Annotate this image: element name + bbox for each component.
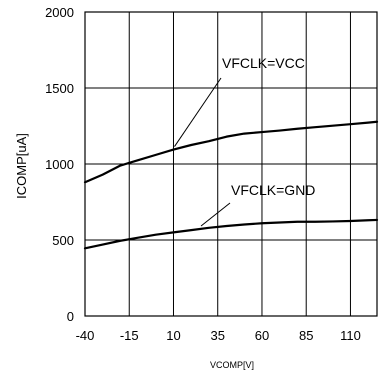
y-tick-label: 0 (67, 309, 74, 324)
x-tick-labels: -40 -15 10 35 60 85 110 (76, 328, 361, 343)
plot-series (83, 120, 379, 250)
x-tick-label: 10 (166, 328, 180, 343)
annotations: VFCLK=VCC VFCLK=GND (174, 55, 315, 227)
plot-frame (84, 11, 378, 317)
x-tick-label: -40 (76, 328, 95, 343)
y-tick-label: 1000 (45, 157, 74, 172)
annotation-leader-line (174, 77, 222, 147)
series-line-vfclk-vcc (83, 120, 379, 184)
series-annotation-label: VFCLK=GND (231, 182, 315, 198)
y-tick-label: 500 (52, 233, 74, 248)
y-tick-labels: 0 500 1000 1500 2000 (45, 5, 74, 324)
y-tick-label: 1500 (45, 81, 74, 96)
x-tick-label: 110 (340, 328, 361, 343)
x-tick-label: 85 (299, 328, 313, 343)
annotation-leader-line (200, 202, 231, 227)
x-tick-label: 35 (210, 328, 224, 343)
x-tick-label: 60 (255, 328, 269, 343)
x-axis-title: VCOMP[V] (210, 360, 254, 370)
y-axis-title: ICOMP[uA] (14, 133, 29, 199)
series-line-vfclk-gnd (83, 218, 379, 250)
y-tick-label: 2000 (45, 5, 74, 20)
x-tick-label: -15 (120, 328, 139, 343)
series-annotation-label: VFCLK=VCC (222, 55, 305, 71)
